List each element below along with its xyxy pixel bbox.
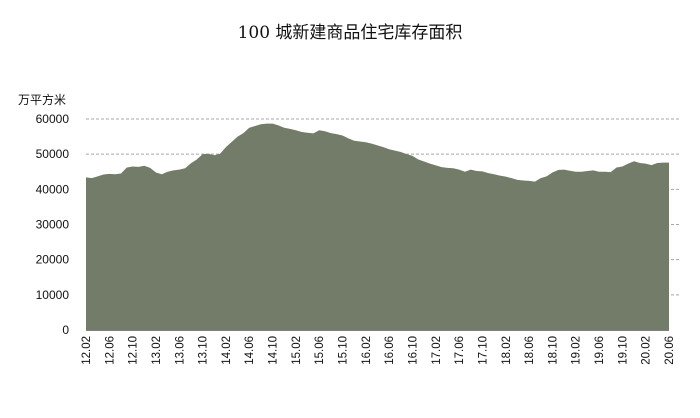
x-tick-label: 19.06 xyxy=(594,336,606,365)
x-tick-label: 15.10 xyxy=(338,336,350,365)
x-tick-label: 14.06 xyxy=(244,336,256,365)
x-tick-label: 14.10 xyxy=(268,336,280,365)
x-tick-label: 15.06 xyxy=(314,336,326,365)
x-tick-label: 15.02 xyxy=(291,336,303,365)
y-tick-label: 60000 xyxy=(36,112,70,126)
x-tick-label: 13.02 xyxy=(151,336,163,365)
area-series xyxy=(86,123,669,330)
x-tick-label: 20.06 xyxy=(664,336,676,365)
x-tick-label: 19.10 xyxy=(617,336,629,365)
x-tick-label: 20.02 xyxy=(641,336,653,365)
x-axis-ticks: 12.02 12.06 12.10 13.02 13.06 13.10 14.02 14.06… xyxy=(81,336,676,365)
y-tick-label: 20000 xyxy=(36,253,70,267)
y-tick-label: 40000 xyxy=(36,182,70,196)
x-tick-label: 18.06 xyxy=(524,336,536,365)
y-axis-ticks: 0 10000 20000 30000 40000 50000 60000 xyxy=(36,112,70,337)
y-tick-label: 30000 xyxy=(36,218,70,232)
x-tick-label: 16.10 xyxy=(407,336,419,365)
series-area xyxy=(86,123,669,330)
x-tick-label: 12.06 xyxy=(104,336,116,365)
x-tick-label: 16.02 xyxy=(361,336,373,365)
x-tick-label: 18.10 xyxy=(547,336,559,365)
x-tick-label: 12.02 xyxy=(81,336,93,365)
x-tick-label: 17.10 xyxy=(477,336,489,365)
y-tick-label: 50000 xyxy=(36,147,70,161)
x-tick-label: 17.06 xyxy=(454,336,466,365)
y-axis-unit-label: 万平方米 xyxy=(18,93,67,107)
x-tick-label: 13.10 xyxy=(198,336,210,365)
y-tick-label: 10000 xyxy=(36,288,70,302)
x-tick-label: 18.02 xyxy=(501,336,513,365)
y-tick-label: 0 xyxy=(62,323,69,337)
x-tick-label: 12.10 xyxy=(128,336,140,365)
x-tick-label: 19.02 xyxy=(571,336,583,365)
x-tick-label: 13.06 xyxy=(174,336,186,365)
x-tick-label: 16.06 xyxy=(384,336,396,365)
chart-title: 100 城新建商品住宅库存面积 xyxy=(237,23,463,43)
x-tick-label: 14.02 xyxy=(221,336,233,365)
x-tick-label: 17.02 xyxy=(431,336,443,365)
